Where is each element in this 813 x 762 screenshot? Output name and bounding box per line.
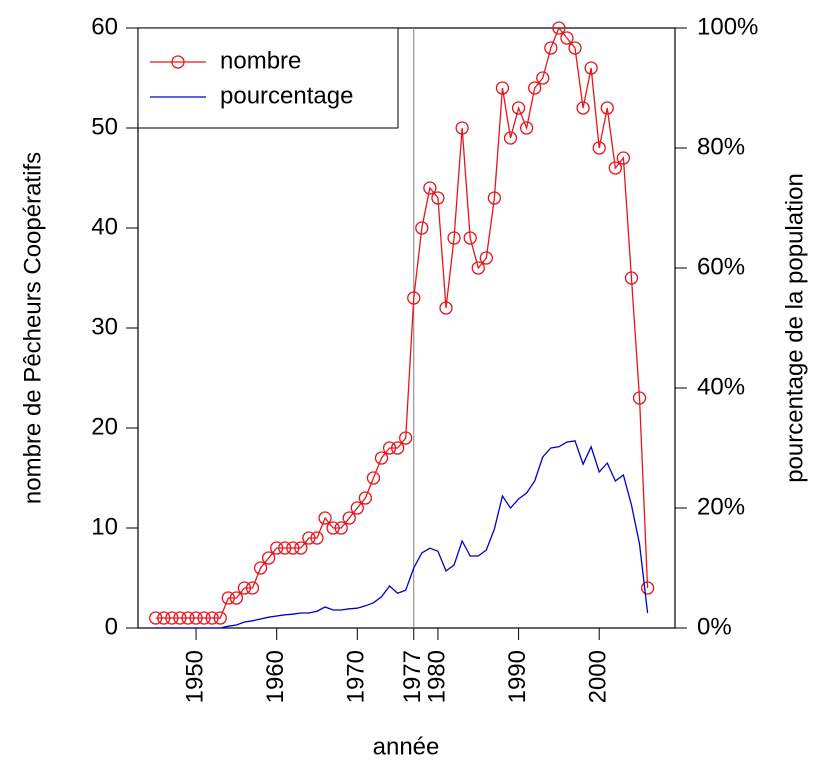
x-tick-label: 1980 bbox=[423, 650, 450, 703]
y-tick-label: 50 bbox=[91, 113, 118, 140]
data-point bbox=[261, 551, 276, 565]
legend-label: pourcentage bbox=[220, 82, 353, 109]
legend-box bbox=[137, 27, 399, 129]
y-axis-label: nombre de Pêcheurs Coopératifs bbox=[19, 152, 46, 504]
data-point bbox=[278, 541, 292, 555]
data-point bbox=[173, 611, 187, 625]
data-point bbox=[608, 161, 622, 175]
legend-label: nombre bbox=[220, 47, 301, 74]
y2-axis-label: pourcentage de la population bbox=[781, 173, 808, 483]
data-point bbox=[318, 511, 332, 525]
data-point bbox=[519, 121, 534, 135]
data-point bbox=[415, 221, 429, 235]
data-point bbox=[286, 541, 300, 555]
data-point bbox=[552, 21, 566, 35]
x-tick-label: 1960 bbox=[262, 650, 289, 703]
data-point bbox=[302, 531, 316, 545]
data-point bbox=[326, 521, 340, 535]
data-point bbox=[536, 71, 550, 85]
data-point bbox=[632, 391, 647, 405]
data-point bbox=[407, 291, 421, 305]
data-point bbox=[576, 101, 590, 115]
data-point bbox=[358, 491, 373, 505]
y2-tick-label: 60% bbox=[697, 253, 745, 280]
data-point bbox=[350, 501, 364, 515]
data-point bbox=[382, 441, 397, 455]
data-point bbox=[181, 611, 195, 625]
data-point bbox=[157, 611, 171, 625]
data-point bbox=[399, 431, 413, 445]
data-point bbox=[213, 611, 227, 625]
data-point bbox=[455, 121, 469, 135]
y-tick-label: 30 bbox=[91, 313, 118, 340]
data-point bbox=[253, 561, 268, 575]
data-point bbox=[245, 581, 260, 595]
data-point bbox=[560, 31, 574, 45]
y2-tick-label: 100% bbox=[697, 13, 758, 40]
data-point bbox=[568, 41, 582, 55]
y-tick-label: 20 bbox=[91, 413, 118, 440]
data-point bbox=[640, 581, 655, 595]
data-point bbox=[310, 531, 324, 545]
y-tick-label: 0 bbox=[105, 613, 118, 640]
x-axis-label: année bbox=[373, 733, 440, 760]
y-tick-label: 10 bbox=[91, 513, 118, 540]
data-point bbox=[366, 471, 381, 485]
x-tick-label: 1970 bbox=[343, 650, 370, 703]
x-tick-label: 2000 bbox=[585, 650, 612, 703]
y2-tick-label: 0% bbox=[697, 613, 732, 640]
x-tick-label: 1950 bbox=[181, 650, 208, 703]
data-point bbox=[165, 611, 179, 625]
data-point bbox=[189, 611, 203, 625]
data-point bbox=[334, 521, 348, 535]
data-point bbox=[439, 301, 453, 315]
data-point bbox=[205, 611, 219, 625]
x-tick-label: 1977 bbox=[399, 650, 426, 703]
y2-tick-label: 20% bbox=[697, 493, 745, 520]
data-point bbox=[463, 231, 477, 245]
data-point bbox=[149, 611, 163, 625]
data-point bbox=[479, 251, 493, 265]
data-point bbox=[584, 61, 598, 75]
data-point bbox=[423, 181, 437, 195]
data-point bbox=[624, 271, 639, 285]
y-tick-label: 40 bbox=[91, 213, 118, 240]
data-point bbox=[237, 581, 252, 595]
data-point bbox=[431, 191, 445, 205]
data-point bbox=[342, 511, 356, 525]
data-point bbox=[229, 591, 244, 605]
legend-marker bbox=[171, 55, 185, 69]
x-tick-label: 1990 bbox=[504, 650, 531, 703]
data-point bbox=[487, 191, 502, 205]
data-point bbox=[447, 231, 461, 245]
y-tick-label: 60 bbox=[91, 13, 118, 40]
data-point bbox=[616, 151, 631, 165]
data-point bbox=[197, 611, 211, 625]
data-point bbox=[544, 41, 558, 55]
y2-tick-label: 40% bbox=[697, 373, 745, 400]
data-point bbox=[592, 141, 606, 155]
data-point bbox=[495, 81, 510, 95]
data-point bbox=[294, 541, 308, 555]
data-point bbox=[221, 591, 235, 605]
data-point bbox=[511, 101, 526, 115]
y2-tick-label: 80% bbox=[697, 133, 745, 160]
data-point bbox=[471, 261, 485, 275]
series-line bbox=[155, 440, 649, 629]
data-point bbox=[374, 451, 389, 465]
data-point bbox=[503, 131, 518, 145]
data-point bbox=[390, 441, 405, 455]
data-point bbox=[270, 541, 284, 555]
data-point bbox=[528, 81, 542, 95]
data-point bbox=[600, 101, 614, 115]
